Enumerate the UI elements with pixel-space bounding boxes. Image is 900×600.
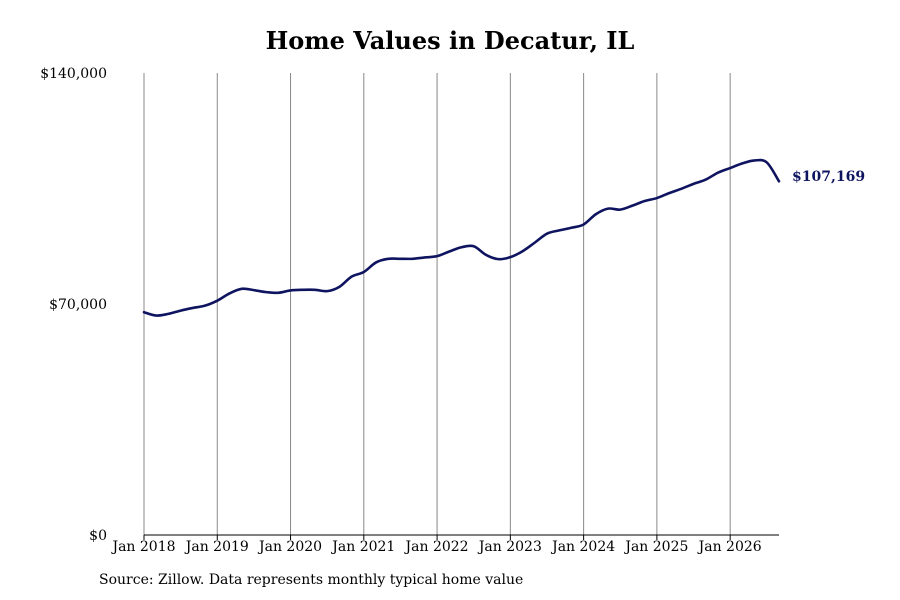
x-tick-label: Jan 2025 xyxy=(623,539,688,555)
x-tick-label: Jan 2020 xyxy=(257,539,322,555)
x-tick-label: Jan 2018 xyxy=(110,539,175,555)
end-value-label: $107,169 xyxy=(792,169,865,185)
y-tick-label: $140,000 xyxy=(40,66,107,82)
grid-layer xyxy=(143,73,731,540)
y-tick-labels: $0 $70,000 $140,000 xyxy=(40,66,107,544)
chart-title: Home Values in Decatur, IL xyxy=(265,26,635,55)
x-tick-label: Jan 2022 xyxy=(404,539,469,555)
x-tick-label: Jan 2021 xyxy=(330,539,395,555)
x-tick-label: Jan 2019 xyxy=(184,539,249,555)
x-tick-label: Jan 2024 xyxy=(550,539,615,555)
series-layer xyxy=(142,158,781,317)
series-line xyxy=(142,158,781,317)
x-tick-label: Jan 2023 xyxy=(477,539,542,555)
x-tick-labels: Jan 2018 Jan 2019 Jan 2020 Jan 2021 Jan 2022… xyxy=(110,539,761,555)
source-note: Source: Zillow. Data represents monthly … xyxy=(99,572,524,588)
x-tick-label: Jan 2026 xyxy=(697,539,762,555)
y-tick-label: $70,000 xyxy=(49,297,107,313)
y-tick-label: $0 xyxy=(89,528,107,544)
